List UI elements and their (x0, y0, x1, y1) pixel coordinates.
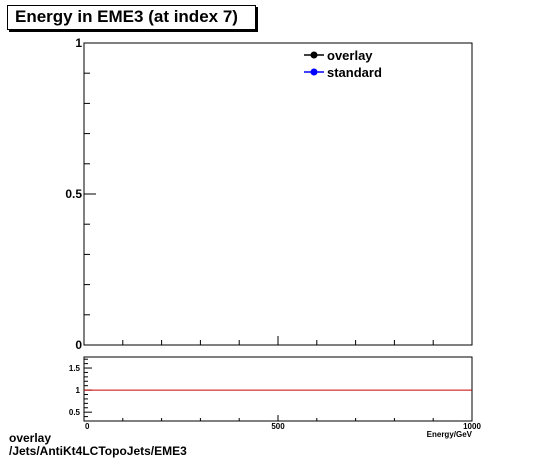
legend-label-overlay: overlay (327, 48, 373, 63)
legend-label-standard: standard (327, 65, 382, 80)
legend: overlay standard (304, 48, 382, 80)
ratio-y-tick-labels: 0.5 1 1.5 (69, 364, 81, 417)
x-axis-label: Energy/GeV (427, 430, 473, 439)
footer-line-1: overlay (9, 431, 52, 445)
ratio-y-tick-label: 0.5 (69, 408, 81, 417)
ratio-y-tick-label: 1.5 (69, 364, 81, 373)
chart-title-box: Energy in EME3 (at index 7) (7, 5, 256, 30)
ratio-y-tick-label: 1 (76, 386, 81, 395)
footer-line-2: /Jets/AntiKt4LCTopoJets/EME3 (9, 444, 187, 458)
legend-marker-overlay (310, 51, 318, 59)
ratio-axis-ticks (83, 358, 473, 422)
legend-marker-standard (310, 68, 318, 76)
main-plot-frame (83, 42, 473, 346)
x-tick-label: 1000 (463, 422, 481, 431)
chart-title: Energy in EME3 (at index 7) (15, 7, 238, 26)
main-y-tick-labels: 00.51 (65, 36, 82, 352)
y-tick-label: 1 (75, 36, 82, 50)
main-axis-ticks (83, 42, 473, 346)
ratio-plot-frame (83, 356, 473, 422)
x-tick-label: 500 (271, 422, 285, 431)
x-tick-label: 0 (85, 422, 90, 431)
y-tick-label: 0.5 (65, 187, 82, 201)
y-tick-label: 0 (75, 338, 82, 352)
ratio-x-tick-labels: 0 500 1000 (85, 422, 481, 431)
footer: overlay /Jets/AntiKt4LCTopoJets/EME3 (9, 432, 187, 458)
